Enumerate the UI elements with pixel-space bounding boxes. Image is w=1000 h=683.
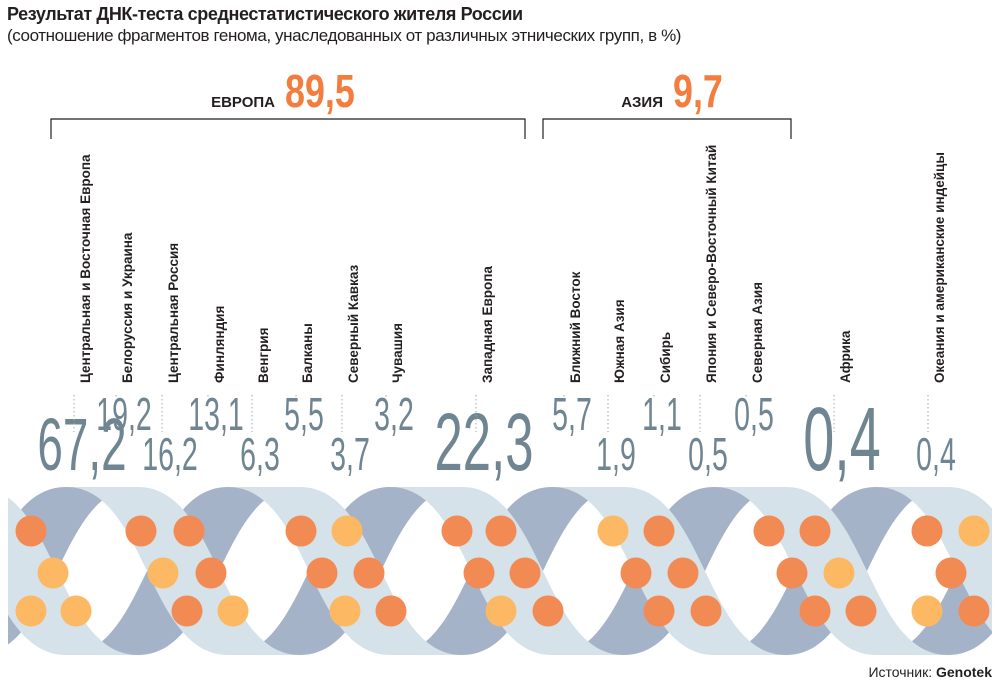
region-label: Западная Европа [480,266,495,383]
base-dot [329,595,361,627]
value-label: 5,5 [284,389,324,441]
value-label: 1,1 [642,389,682,441]
base-dot [667,557,699,589]
region-label: Ближний Восток [568,271,583,383]
region-label: Океания и американские индейцы [932,152,947,383]
source-name: Genotek [935,664,992,680]
base-dot [958,515,990,547]
base-dot [441,515,473,547]
chart-title: Результат ДНК-теста среднестатистическог… [7,4,523,24]
region-label: Северный Кавказ [346,264,361,383]
group-value: 9,7 [673,66,723,117]
value-label: 0,4 [916,429,956,481]
value-label: 3,2 [374,389,414,441]
value-label: 0,5 [688,429,728,481]
region-label: Чувашия [390,323,405,383]
base-dot [532,595,564,627]
base-dot [776,557,808,589]
base-dot [911,515,943,547]
region-labels: Центральная и Восточная Европа Белоруссия… [78,145,947,383]
region-label: Северная Азия [750,282,765,383]
base-dot [285,515,317,547]
region-label: Сибирь [658,332,673,383]
region-label: Венгрия [256,328,271,383]
base-dot [463,557,495,589]
base-dot [375,595,407,627]
base-dot [331,515,363,547]
group-brackets: ЕВРОПА 89,5 АЗИЯ 9,7 [50,66,792,139]
region-label: Южная Азия [612,299,627,383]
base-dot [799,595,831,627]
base-dot [845,595,877,627]
base-dot [217,595,249,627]
base-dot [171,595,203,627]
base-dot [15,595,47,627]
helix-strand-front [8,487,992,655]
value-label: 67,2 [37,404,126,487]
base-dot [799,515,831,547]
region-label: Финляндия [212,306,227,383]
base-dot [485,515,517,547]
base-dot [643,515,675,547]
base-dot [509,557,541,589]
base-dot [753,515,785,547]
base-dot [147,557,179,589]
base-dot [353,557,385,589]
value-label: 3,7 [330,429,370,481]
base-dot [306,557,338,589]
region-label: Африка [838,330,853,383]
value-label: 16,2 [142,429,198,481]
region-label: Балканы [300,323,315,383]
value-labels: 67,219,216,213,16,35,53,73,2 22,3 5,71,91,… [37,388,955,489]
region-label: Белоруссия и Украина [120,232,135,383]
source-label: Источник: [868,664,933,680]
base-dot [60,595,92,627]
value-label: 1,9 [596,429,636,481]
source-note: Источник: Genotek [868,664,992,680]
base-dot [597,515,629,547]
base-dot [823,557,855,589]
base-dot [195,557,227,589]
group-bracket [50,118,526,139]
chart-subtitle: (соотношение фрагментов генома, унаследо… [7,26,682,45]
base-dot [620,557,652,589]
base-dot [690,595,722,627]
base-dot [958,595,990,627]
base-dot [485,595,517,627]
helix-strands [8,487,992,655]
group-value: 89,5 [285,66,355,117]
value-label: 13,1 [188,389,244,441]
group-bracket [542,118,792,139]
group-label: АЗИЯ [621,94,663,111]
base-dot [911,595,943,627]
base-dot [173,515,205,547]
value-label: 6,3 [240,429,280,481]
region-label: Центральная и Восточная Европа [78,154,93,383]
dna-helix-background [8,487,992,655]
base-dot [643,595,675,627]
value-label: 5,7 [552,389,592,441]
base-dot [935,557,967,589]
base-dot [15,515,47,547]
value-label: 19,2 [96,389,152,441]
group-label: ЕВРОПА [211,94,275,111]
value-label: 22,3 [435,397,534,488]
value-label: 0,5 [734,389,774,441]
value-label: 0,4 [803,388,881,489]
base-dot [125,515,157,547]
base-dot [37,557,69,589]
region-label: Япония и Северо-Восточный Китай [704,145,719,383]
region-label: Центральная Россия [166,243,181,383]
